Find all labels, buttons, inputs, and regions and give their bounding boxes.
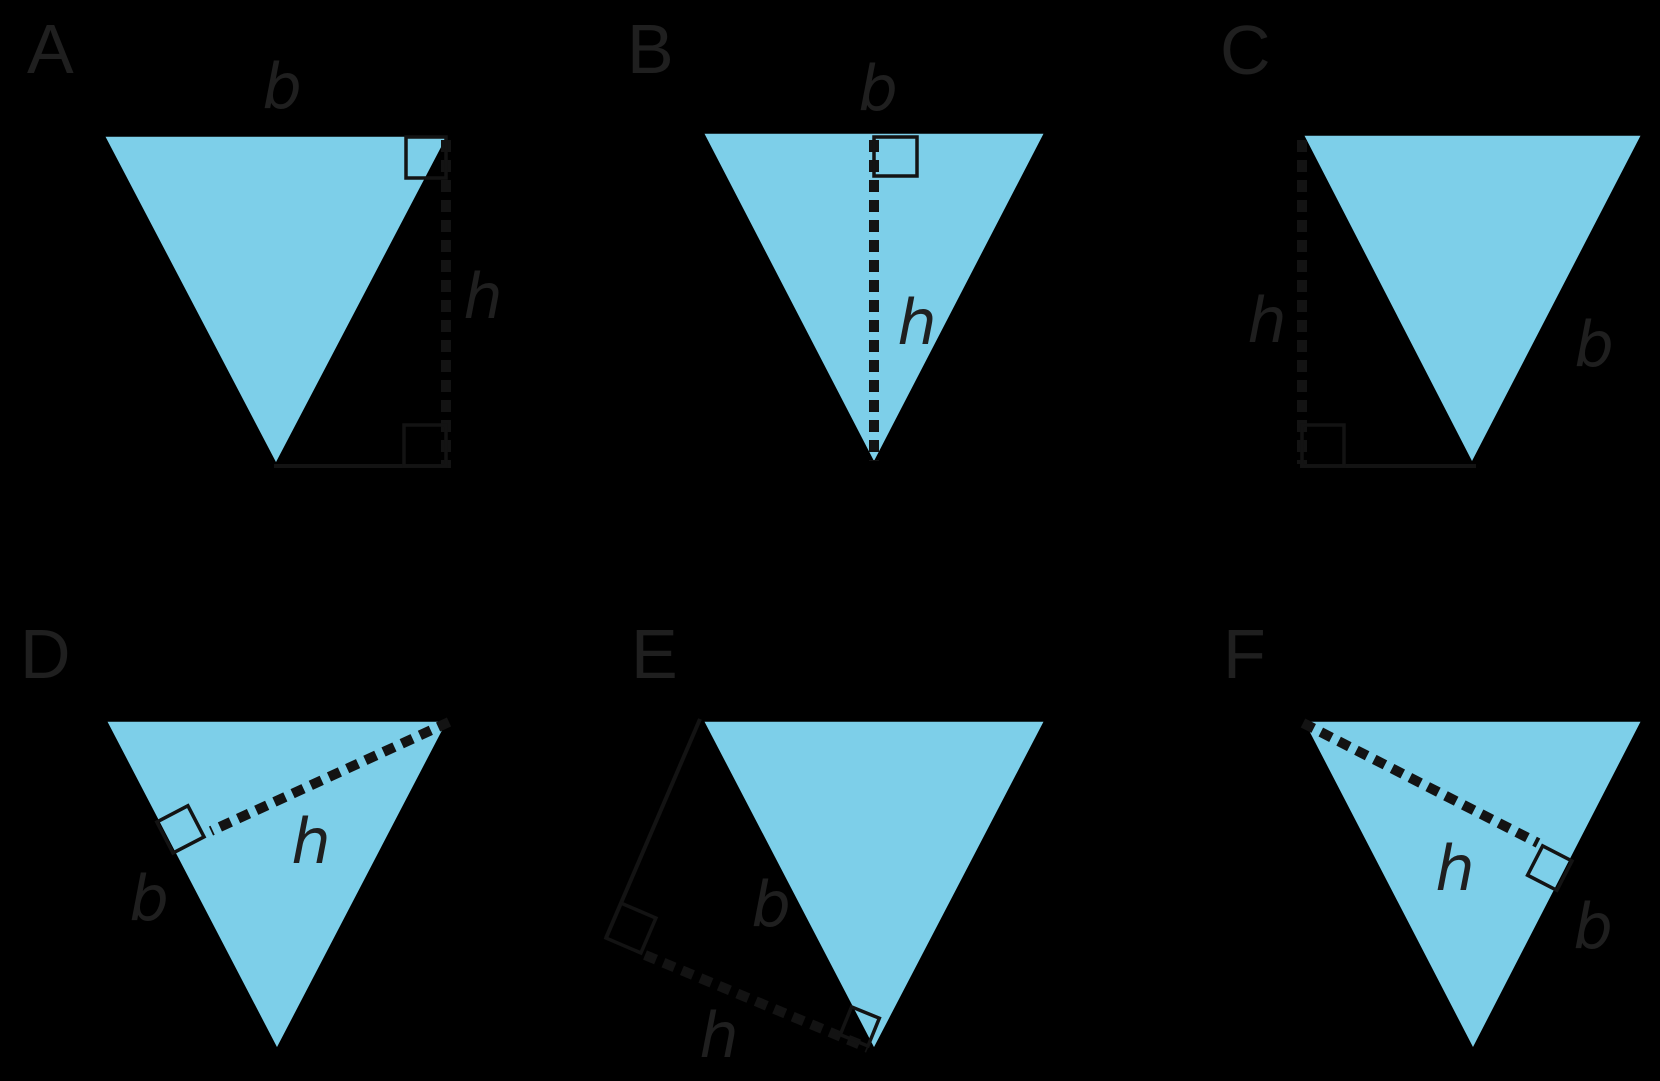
base-label: b — [129, 862, 168, 935]
base-label: b — [751, 868, 790, 941]
panel-letter: E — [631, 615, 678, 693]
panel-d: D h b — [20, 615, 456, 1059]
triangle-shape — [695, 128, 1053, 473]
panel-letter: D — [20, 615, 71, 693]
triangle-shape — [695, 716, 1053, 1059]
right-angle-marker — [603, 900, 659, 956]
base-label: b — [1574, 308, 1613, 381]
base-label: b — [262, 50, 301, 123]
panel-e: E b h — [603, 615, 1053, 1072]
triangle-shape — [98, 716, 456, 1059]
base-label: b — [1573, 890, 1612, 963]
right-angle-marker — [1525, 843, 1575, 893]
panel-letter: F — [1223, 615, 1266, 693]
height-label: h — [291, 805, 330, 878]
height-label: h — [463, 260, 502, 333]
height-label: h — [1247, 284, 1286, 357]
triangle-shape — [96, 131, 456, 474]
panel-letter: A — [27, 10, 74, 88]
height-label: h — [699, 999, 738, 1072]
right-angle-marker — [872, 135, 919, 178]
height-label: h — [897, 286, 936, 359]
panel-letter: B — [627, 10, 674, 88]
base-label: b — [858, 52, 897, 125]
panel-f: F h b — [1223, 615, 1650, 1059]
triangle-shape — [1295, 130, 1650, 473]
height-dotted-line — [643, 950, 870, 1053]
right-angle-marker — [837, 1004, 882, 1049]
right-angle-marker — [404, 135, 448, 180]
panel-b: B b h — [627, 10, 1053, 473]
height-dotted-line — [1300, 718, 1541, 848]
panel-a: A b h — [27, 10, 503, 474]
right-angle-marker — [402, 423, 448, 468]
panel-c: C h b — [1220, 11, 1650, 473]
right-angle-marker — [154, 803, 207, 856]
panel-letter: C — [1220, 11, 1271, 89]
right-angle-marker — [1300, 423, 1346, 468]
height-label: h — [1435, 832, 1474, 905]
height-dotted-line — [208, 717, 452, 836]
